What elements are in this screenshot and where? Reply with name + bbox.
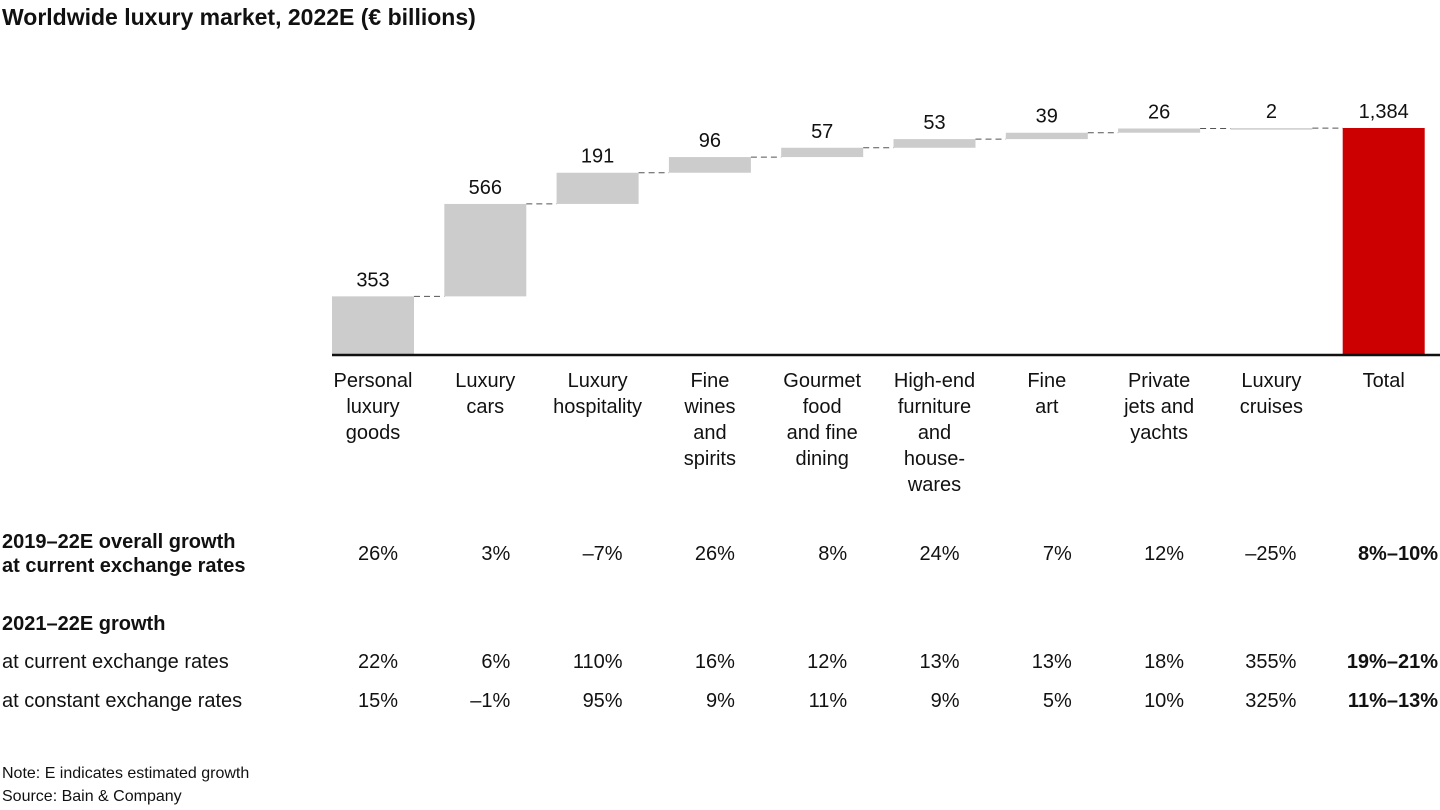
- table-cell: 325%: [1245, 690, 1297, 712]
- waterfall-bar: [1230, 128, 1313, 130]
- category-label: Luxury hospitality: [553, 370, 643, 418]
- value-label: 26: [1148, 101, 1170, 123]
- table-cell: –7%: [582, 543, 623, 565]
- table-cell: 6%: [481, 651, 511, 673]
- table-cell: 10%: [1144, 690, 1185, 712]
- table-cell: 110%: [572, 651, 623, 673]
- table-cell: –25%: [1245, 543, 1297, 565]
- total-bar: [1342, 128, 1425, 354]
- table-cell: 8%–10%: [1357, 543, 1438, 565]
- category-label: Luxury cars: [455, 370, 516, 418]
- table-cell: 13%: [919, 651, 960, 673]
- table-row-label: at constant exchange rates: [2, 690, 243, 712]
- table-cell: 7%: [1042, 543, 1072, 565]
- table-row-label: 2019–22E overall growth at current exchan…: [2, 531, 246, 577]
- category-label: Total: [1362, 370, 1405, 392]
- table-cell: 18%: [1144, 651, 1185, 673]
- category-label: Fine art: [1027, 370, 1067, 418]
- value-label: 39: [1036, 106, 1058, 128]
- waterfall-bar: [1118, 128, 1201, 133]
- source-text: Source: Bain & Company: [2, 788, 182, 805]
- waterfall-chart: 353 566 191 96 57 53 39 26 2 1,384: [332, 101, 1440, 357]
- table-cell: 9%: [930, 690, 960, 712]
- table-row-label: at current exchange rates: [2, 651, 229, 673]
- waterfall-bar: [332, 296, 414, 354]
- table-cell: 11%–13%: [1347, 690, 1438, 712]
- table-cell: 26%: [357, 543, 398, 565]
- table-cell: 19%–21%: [1346, 651, 1438, 673]
- table-cell: 9%: [705, 690, 735, 712]
- value-label: 1,384: [1359, 101, 1409, 123]
- table-cell: 26%: [694, 543, 735, 565]
- table-row-label: 2021–22E growth: [2, 613, 166, 635]
- value-label: 566: [469, 177, 502, 199]
- table-cell: 22%: [357, 651, 398, 673]
- note-text: Note: E indicates estimated growth: [2, 765, 250, 782]
- table-cell: 355%: [1245, 651, 1297, 673]
- table-cell: 8%: [818, 543, 848, 565]
- category-label: Private jets and yachts: [1124, 370, 1195, 444]
- table-cell: 16%: [694, 651, 735, 673]
- table-cell: 3%: [481, 543, 511, 565]
- table-cell: 13%: [1031, 651, 1072, 673]
- table-cell: –1%: [470, 690, 511, 712]
- category-label: Personal luxury goods: [333, 370, 413, 444]
- waterfall-bar: [1005, 132, 1088, 140]
- table-cell: 12%: [1144, 543, 1185, 565]
- waterfall-bar: [781, 147, 864, 158]
- table-cell: 24%: [919, 543, 960, 565]
- value-label: 191: [581, 146, 614, 168]
- category-label: Luxury cruises: [1239, 370, 1304, 418]
- table-cell: 95%: [582, 690, 623, 712]
- waterfall-bar: [893, 139, 976, 148]
- value-label: 96: [699, 130, 721, 152]
- value-label: 353: [356, 269, 389, 291]
- category-label: High-end furniture and house-wares: [893, 370, 976, 496]
- value-label: 53: [923, 112, 945, 134]
- category-label: Fine wines and spirits: [683, 370, 736, 470]
- table-cell: 11%: [808, 690, 848, 712]
- table-cell: 12%: [807, 651, 848, 673]
- waterfall-bar: [556, 172, 639, 204]
- table-cell: 15%: [357, 690, 398, 712]
- chart-title: Worldwide luxury market, 2022E (€ billio…: [2, 4, 476, 30]
- value-label: 2: [1266, 101, 1277, 123]
- table-cell: 5%: [1042, 690, 1072, 712]
- category-label: Gourmet food and fine dining: [783, 370, 862, 470]
- waterfall-bar: [444, 203, 527, 297]
- value-label: 57: [811, 121, 833, 143]
- waterfall-bar: [668, 157, 751, 173]
